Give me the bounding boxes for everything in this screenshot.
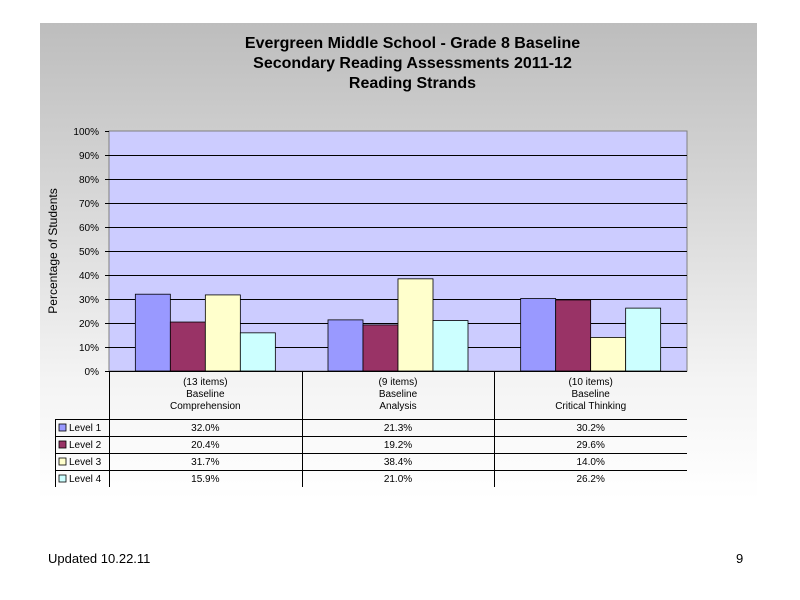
- category-label: Critical Thinking: [555, 401, 626, 412]
- bar-level-2-cat-3: [555, 299, 592, 372]
- chart-title-line-1: Evergreen Middle School - Grade 8 Baseli…: [244, 35, 581, 52]
- bar-level-3-cat-3: [590, 336, 627, 372]
- chart-title: Evergreen Middle School - Grade 8 Baseli…: [40, 34, 785, 94]
- legend-key-level-4: [58, 474, 67, 483]
- data-label: 20.4%: [191, 440, 219, 451]
- y-axis-label: Percentage of Students: [46, 188, 60, 313]
- data-label: 32.0%: [191, 423, 219, 434]
- bar-level-3-cat-1: [204, 294, 241, 372]
- legend-label: Level 3: [69, 457, 102, 468]
- chart-title-line-3: Reading Strands: [348, 75, 477, 92]
- bar-level-4-cat-1: [239, 332, 276, 372]
- y-tick-label: 70%: [79, 199, 99, 210]
- bar-level-4-cat-2: [432, 320, 469, 372]
- legend-key-level-1: [58, 423, 67, 432]
- bar-level-1-cat-1: [134, 293, 171, 372]
- y-tick-label: 90%: [79, 151, 99, 162]
- y-tick-label: 50%: [79, 247, 99, 258]
- legend-label: Level 1: [69, 423, 102, 434]
- chart-title-line-2: Secondary Reading Assessments 2011-12: [253, 55, 572, 72]
- bar-level-1-cat-3: [520, 298, 557, 372]
- data-label: 21.3%: [384, 423, 412, 434]
- data-label: 38.4%: [384, 457, 412, 468]
- bar-level-1-cat-2: [327, 319, 364, 372]
- data-label: 29.6%: [576, 440, 604, 451]
- data-label: 30.2%: [576, 423, 604, 434]
- bar-level-3-cat-2: [397, 278, 434, 372]
- category-label: Analysis: [379, 401, 416, 412]
- y-tick-label: 40%: [79, 271, 99, 282]
- data-label: 21.0%: [384, 474, 412, 485]
- bar-level-2-cat-2: [362, 324, 399, 372]
- legend-key-level-2: [58, 440, 67, 449]
- category-label: Baseline: [571, 389, 610, 400]
- y-tick-label: 100%: [73, 127, 99, 138]
- y-tick-label: 10%: [79, 343, 99, 354]
- category-label: Baseline: [379, 389, 418, 400]
- data-label: 31.7%: [191, 457, 219, 468]
- bar-level-2-cat-1: [169, 321, 206, 372]
- y-tick-label: 60%: [79, 223, 99, 234]
- category-label: (9 items): [379, 377, 418, 388]
- data-label: 14.0%: [576, 457, 604, 468]
- y-tick-label: 30%: [79, 295, 99, 306]
- y-tick-label: 20%: [79, 319, 99, 330]
- data-label: 26.2%: [576, 474, 604, 485]
- bar-level-4-cat-3: [625, 307, 662, 372]
- category-label: Comprehension: [170, 401, 241, 412]
- category-label: (10 items): [568, 377, 612, 388]
- page-number: 9: [736, 551, 744, 566]
- legend-label: Level 2: [69, 440, 102, 451]
- category-label: (13 items): [183, 377, 227, 388]
- legend-key-level-3: [58, 457, 67, 466]
- legend-label: Level 4: [69, 474, 102, 485]
- data-label: 15.9%: [191, 474, 219, 485]
- updated-date: Updated 10.22.11: [48, 551, 151, 566]
- data-label: 19.2%: [384, 440, 412, 451]
- category-label: Baseline: [186, 389, 225, 400]
- y-tick-label: 0%: [85, 367, 100, 378]
- y-tick-label: 80%: [79, 175, 99, 186]
